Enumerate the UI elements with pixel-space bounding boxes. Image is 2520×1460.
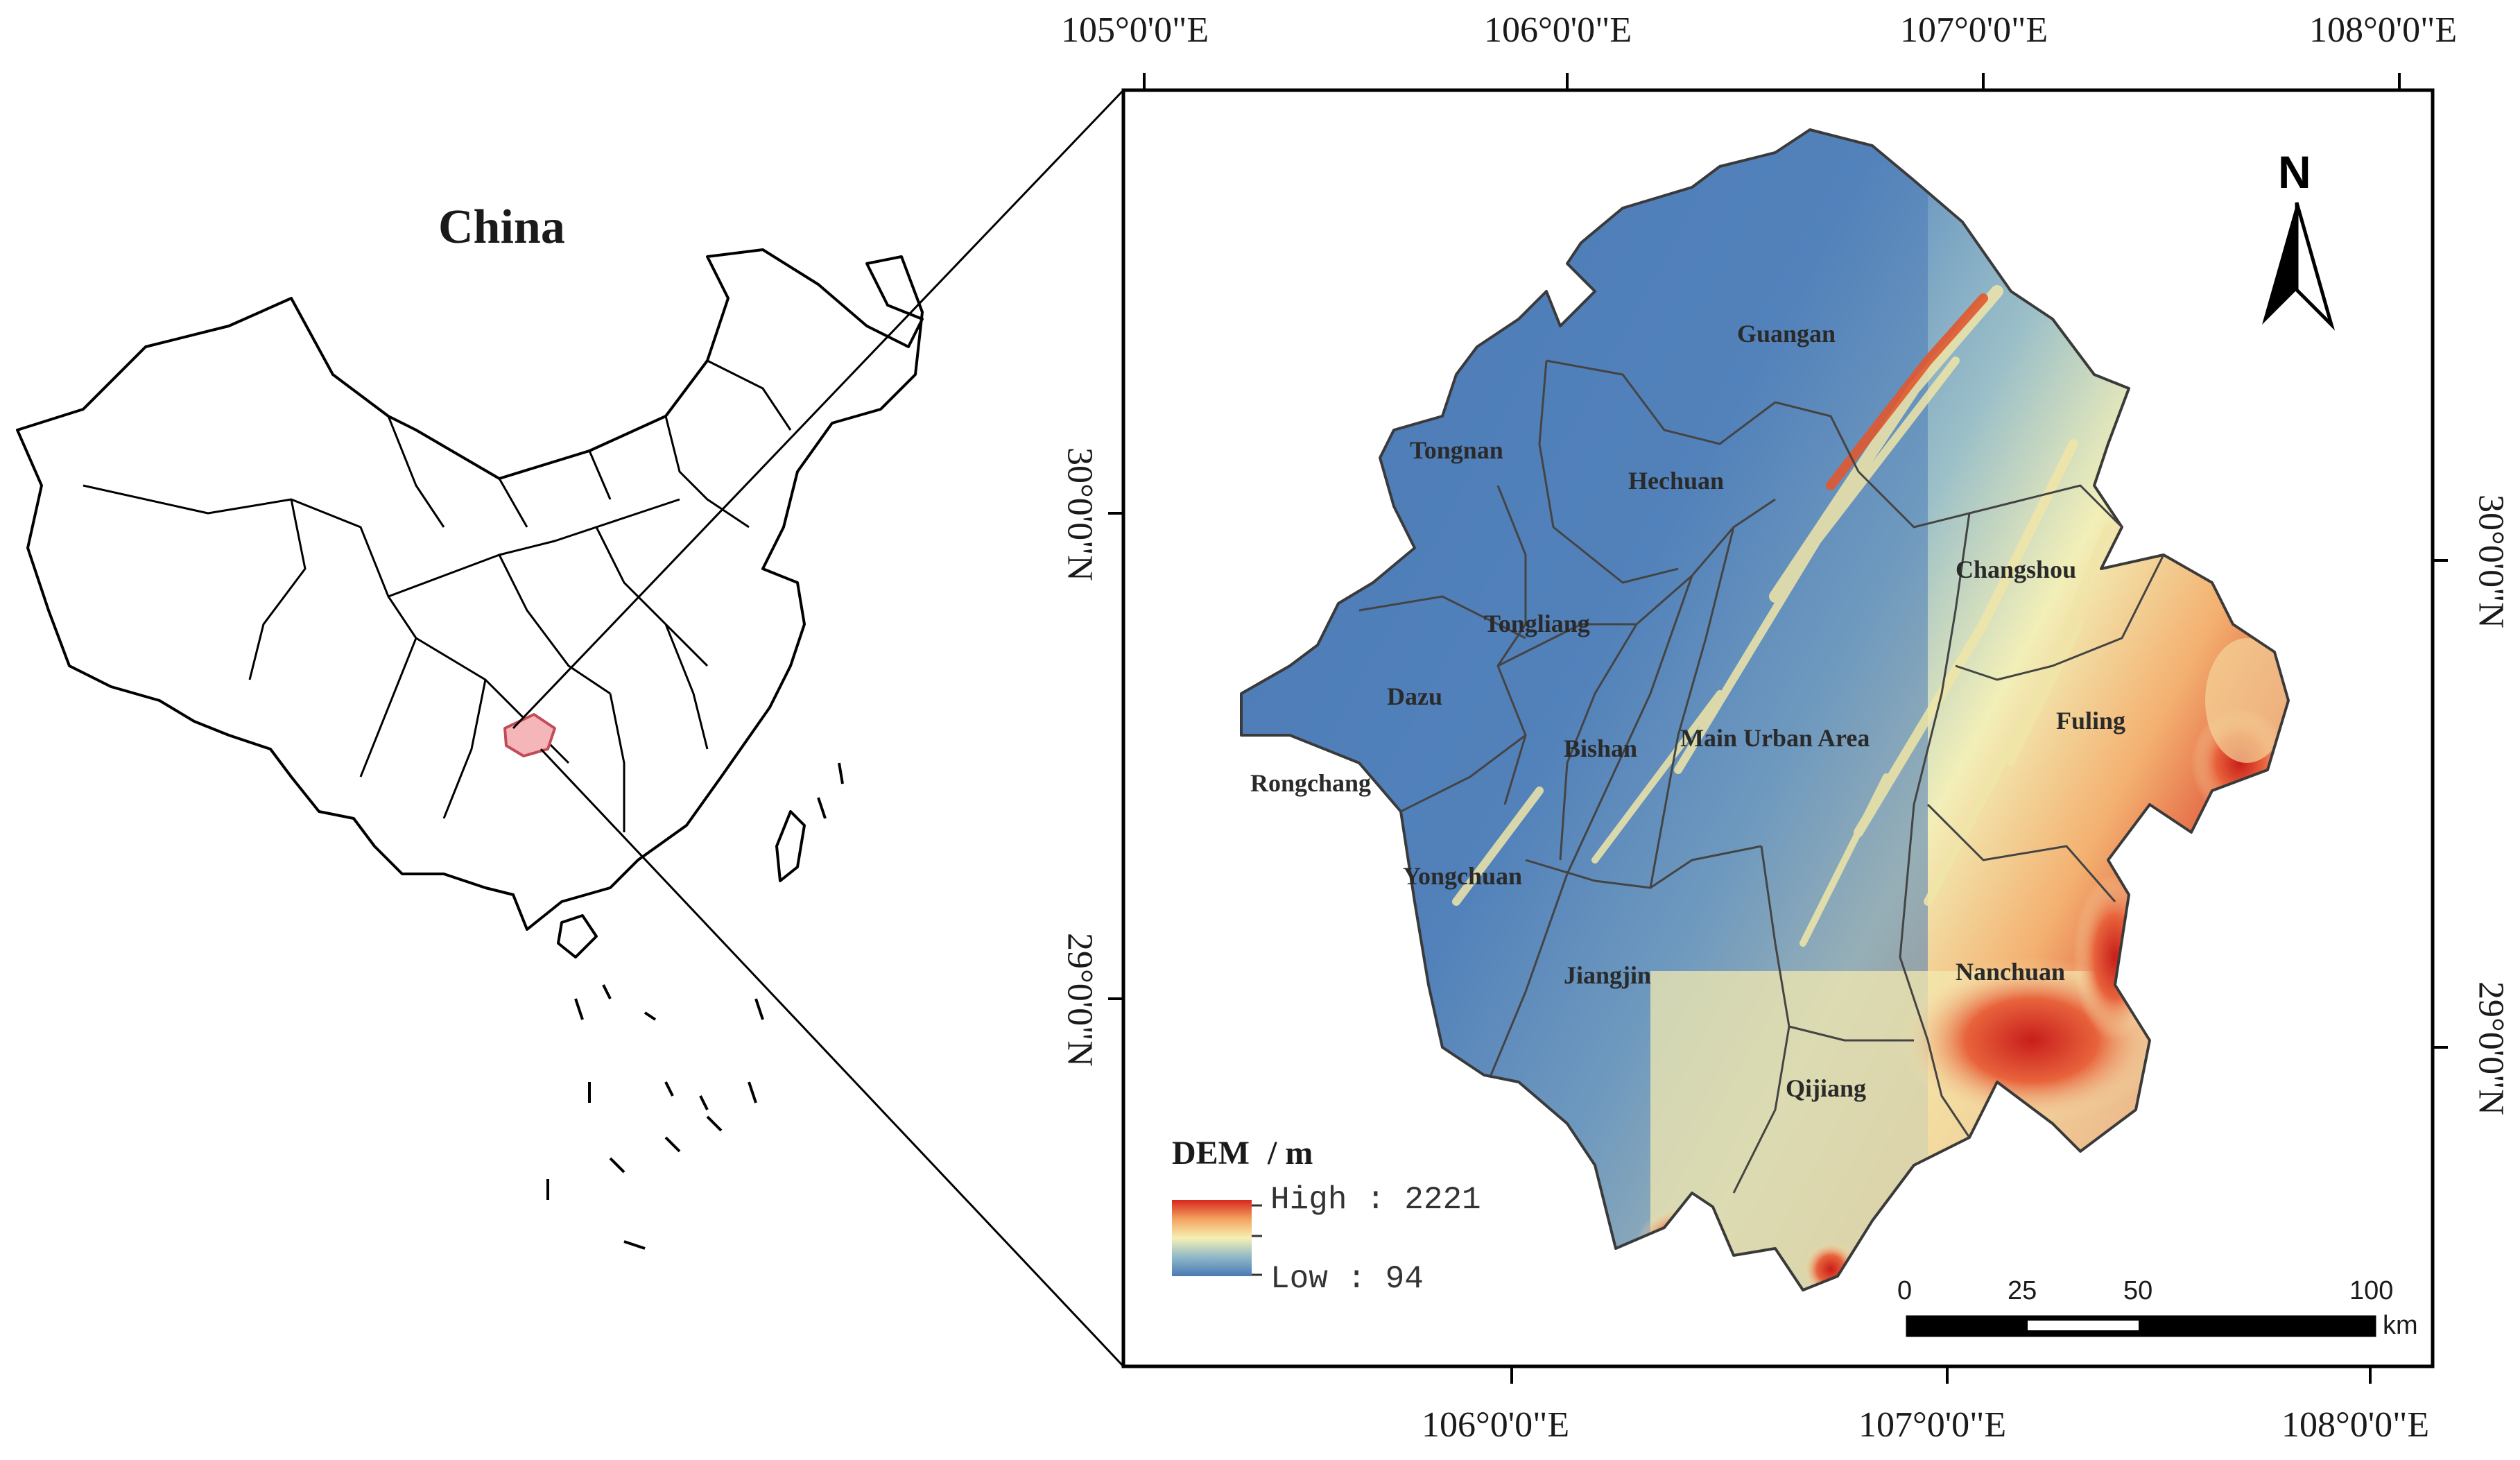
north-arrow-icon	[2262, 202, 2336, 331]
legend-title: DEM / m	[1172, 1134, 1313, 1172]
inset-title: China	[438, 200, 565, 254]
legend-unit: / m	[1267, 1135, 1313, 1171]
lon-bottom-108: 108°0'0"E	[2281, 1405, 2430, 1445]
county-label-hechuan: Hechuan	[1628, 467, 1725, 495]
zoom-connector-lines	[512, 89, 1125, 1368]
county-label-guangan: Guangan	[1737, 320, 1836, 347]
lat-right-29: 29°0'0"N	[2471, 981, 2511, 1115]
lat-left-30: 30°0'0"N	[1060, 447, 1100, 581]
zoom-connector-bottom	[540, 748, 1125, 1368]
taiwan-island	[775, 810, 806, 882]
lat-right-30: 30°0'0"N	[2471, 495, 2511, 628]
scale-tick-25: 25	[2008, 1276, 2037, 1305]
lon-top-108: 108°0'0"E	[2309, 10, 2458, 50]
county-label-changshou: Changshou	[1956, 556, 2077, 583]
county-label-main-urban: Main Urban Area	[1680, 724, 1870, 752]
legend-title-text: DEM	[1172, 1135, 1250, 1171]
lon-bottom-107: 107°0'0"E	[1858, 1405, 2007, 1445]
chongqing-boundary	[1240, 128, 2290, 1291]
legend-low-label: Low : 94	[1270, 1261, 1424, 1297]
county-label-bishan: Bishan	[1564, 735, 1638, 762]
zoom-connector-top	[512, 89, 1125, 730]
north-arrow-label: N	[2278, 146, 2311, 198]
china-provinces	[83, 359, 792, 832]
county-boundaries	[1358, 359, 2165, 1194]
china-outline	[16, 248, 924, 931]
terrain-ridges	[1452, 285, 2112, 947]
county-label-tongliang: Tongliang	[1484, 610, 1590, 637]
scale-tick-50: 50	[2123, 1276, 2153, 1305]
county-label-dazu: Dazu	[1387, 682, 1442, 710]
graticule-ticks	[1108, 73, 2448, 1384]
county-label-nanchuan: Nanchuan	[1956, 958, 2066, 986]
terrain-highs	[1826, 293, 1988, 490]
lon-top-105: 105°0'0"E	[1061, 10, 1209, 50]
lon-top-106: 106°0'0"E	[1484, 10, 1632, 50]
lat-left-29: 29°0'0"N	[1060, 933, 1100, 1067]
china-inset-map	[16, 248, 924, 1250]
legend-high-label: High : 2221	[1270, 1182, 1481, 1218]
county-label-rongchang: Rongchang	[1250, 769, 1372, 797]
scale-tick-100: 100	[2349, 1276, 2394, 1305]
scale-unit: km	[2383, 1311, 2418, 1340]
lon-top-107: 107°0'0"E	[1900, 10, 2048, 50]
county-label-qijiang: Qijiang	[1786, 1074, 1867, 1102]
scale-bar	[1906, 1315, 2376, 1337]
scale-tick-0: 0	[1897, 1276, 1913, 1305]
south-china-sea-islands	[546, 762, 844, 1250]
legend-color-ramp	[1172, 1200, 1252, 1276]
county-label-jiangjin: Jiangjin	[1564, 961, 1652, 989]
county-label-yongchuan: Yongchuan	[1403, 862, 1523, 890]
county-label-tongnan: Tongnan	[1410, 436, 1503, 464]
county-label-fuling: Fuling	[2056, 707, 2126, 735]
hainan-island	[557, 914, 598, 959]
lon-bottom-106: 106°0'0"E	[1422, 1405, 1570, 1445]
